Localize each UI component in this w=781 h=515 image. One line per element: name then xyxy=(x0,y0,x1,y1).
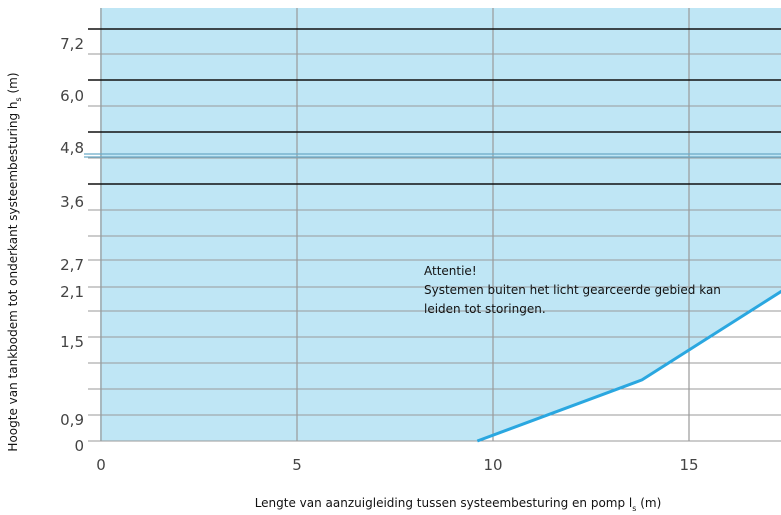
tick-label-layer: 05101520253000,91,52,12,73,64,86,07,2 xyxy=(60,35,698,474)
y-axis-title: Hoogte van tankbodem tot onderkant syste… xyxy=(6,72,23,451)
x-axis-title-unit: (m) xyxy=(636,496,661,510)
y-tick-label: 7,2 xyxy=(60,35,84,53)
y-tick-label: 6,0 xyxy=(60,87,84,105)
grid-layer xyxy=(84,8,781,442)
shaded-region xyxy=(100,8,781,441)
x-axis-title-sub: s xyxy=(632,504,636,513)
y-axis-title-main: Hoogte van tankbodem tot onderkant syste… xyxy=(6,101,20,451)
shaded-region-layer xyxy=(100,8,781,441)
x-tick-label: 10 xyxy=(483,456,502,474)
x-axis-title-main: Lengte van aanzuigleiding tussen systeem… xyxy=(255,496,633,510)
y-tick-label: 2,1 xyxy=(60,283,84,301)
boundary-line-layer xyxy=(476,289,781,443)
y-tick-label: 3,6 xyxy=(60,193,84,211)
y-axis-title-sub: s xyxy=(14,97,23,101)
y-axis-title-unit: (m) xyxy=(6,72,20,97)
x-tick-label: 15 xyxy=(679,456,698,474)
boundary-line xyxy=(476,289,781,443)
x-axis-title: Lengte van aanzuigleiding tussen systeem… xyxy=(255,496,662,513)
x-tick-label: 0 xyxy=(96,456,106,474)
annotation-line-2: Systemen buiten het licht gearceerde geb… xyxy=(424,283,721,297)
annotation-line-3: leiden tot storingen. xyxy=(424,302,546,316)
y-tick-label: 0 xyxy=(74,437,84,455)
annotation-line-1: Attentie! xyxy=(424,264,477,278)
y-tick-label: 4,8 xyxy=(60,139,84,157)
y-tick-label: 1,5 xyxy=(60,333,84,351)
x-tick-label: 5 xyxy=(292,456,302,474)
y-tick-label: 2,7 xyxy=(60,256,84,274)
y-tick-label: 0,9 xyxy=(60,411,84,429)
